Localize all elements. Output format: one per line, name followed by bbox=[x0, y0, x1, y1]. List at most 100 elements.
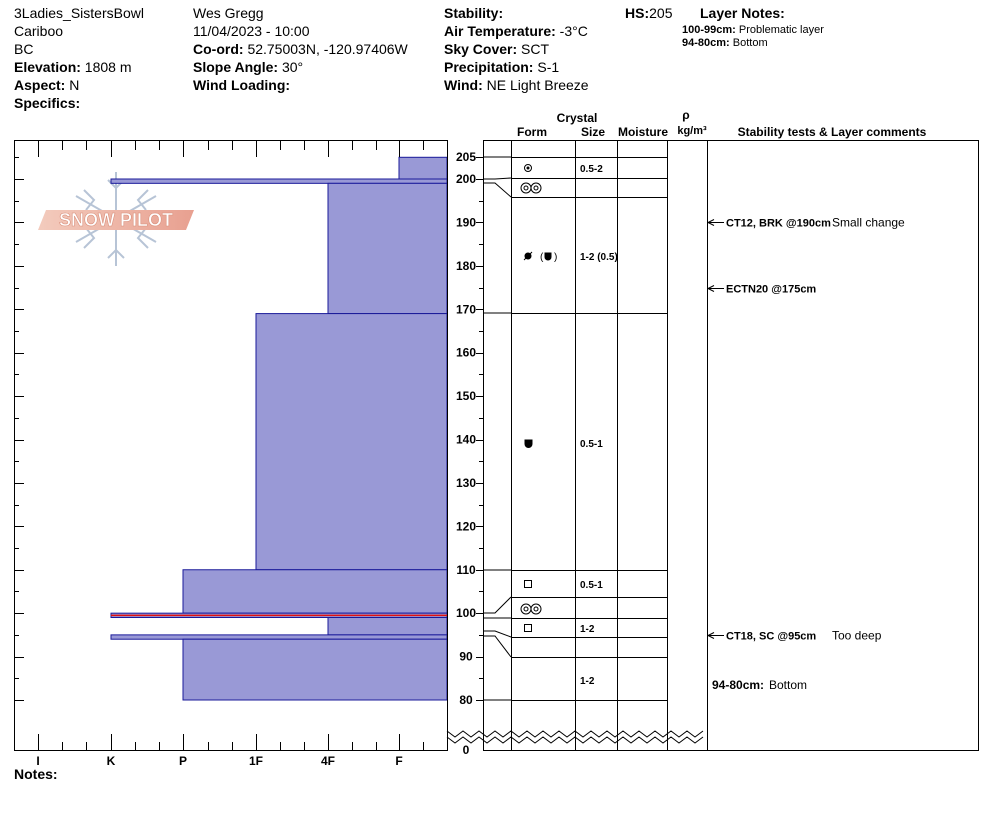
svg-text:(: ( bbox=[540, 252, 544, 263]
header-col1: 3Ladies_SistersBowl Cariboo BC Elevation… bbox=[14, 4, 144, 112]
specifics-label: Specifics: bbox=[14, 95, 81, 111]
bottom-note-range: 94-80cm: bbox=[712, 678, 764, 692]
hardness-ticks bbox=[14, 141, 424, 750]
sky-label: Sky Cover: bbox=[444, 41, 518, 57]
coord-row: Co-ord: 52.75003N, -120.97406W bbox=[193, 40, 408, 58]
air-temp-value: -3°C bbox=[559, 23, 588, 39]
depth-tick-label: 130 bbox=[456, 476, 476, 490]
wind-value: NE Light Breeze bbox=[486, 77, 589, 93]
test-label: ECTN20 @175cm bbox=[726, 284, 816, 296]
depth-tick-label: 180 bbox=[456, 259, 476, 273]
test-label: CT12, BRK @190cm bbox=[726, 218, 831, 230]
hardness-axis-label: 1F bbox=[249, 754, 263, 768]
coord-label: Co-ord: bbox=[193, 41, 244, 57]
wind-row: Wind: NE Light Breeze bbox=[444, 76, 589, 94]
location-name: 3Ladies_SistersBowl bbox=[14, 5, 144, 21]
hardness-layer-bar bbox=[327, 617, 448, 636]
wind-loading-row: Wind Loading: bbox=[193, 76, 408, 94]
depth-tick-label: 205 bbox=[456, 150, 476, 164]
hardness-layer-bar bbox=[327, 182, 448, 315]
depth-tick-label: 170 bbox=[456, 302, 476, 316]
hardness-layer-bar bbox=[255, 313, 448, 571]
stability-row: Stability: bbox=[444, 4, 589, 22]
hardness-layer-bar bbox=[398, 156, 448, 180]
logo-text: SNOW PILOT bbox=[59, 210, 173, 230]
precip-label: Precipitation: bbox=[444, 59, 534, 75]
layer-note-2-range: 94-80cm: bbox=[682, 37, 730, 49]
depth-tick-label: 160 bbox=[456, 346, 476, 360]
elevation-label: Elevation: bbox=[14, 59, 81, 75]
slope-label: Slope Angle: bbox=[193, 59, 279, 75]
crystal-form-symbols: () bbox=[520, 164, 557, 632]
wind-label: Wind: bbox=[444, 77, 483, 93]
hardness-axis-label: I bbox=[36, 754, 39, 768]
crystal-size: 0.5-1 bbox=[580, 580, 603, 591]
notes-row: Notes: bbox=[14, 765, 58, 783]
crystal-table-frame bbox=[483, 140, 979, 751]
precip-value: S-1 bbox=[537, 59, 560, 75]
size-header: Size bbox=[581, 125, 605, 139]
test-pointer-arrow bbox=[706, 285, 715, 292]
crystal-layer-connector bbox=[483, 630, 512, 638]
rho-header: ρ bbox=[682, 108, 689, 122]
layer-notes-title: Layer Notes: bbox=[700, 5, 785, 21]
aspect-row: Aspect: N bbox=[14, 76, 144, 94]
crystal-layer-connector bbox=[483, 177, 512, 180]
depth-tick-label: 150 bbox=[456, 389, 476, 403]
header-col3: Stability: Air Temperature: -3°C Sky Cov… bbox=[444, 4, 589, 94]
crystal-header: Crystal bbox=[557, 111, 598, 125]
air-temp-row: Air Temperature: -3°C bbox=[444, 22, 589, 40]
test-comment: Too deep bbox=[832, 629, 882, 643]
observation-datetime: 11/04/2023 - 10:00 bbox=[193, 23, 310, 39]
hs-row: HS:205 bbox=[625, 4, 672, 22]
slope-row: Slope Angle: 30° bbox=[193, 58, 408, 76]
crystal-layer-connector bbox=[483, 635, 512, 658]
stability-tests: CT12, BRK @190cm Small change ECTN20 @175c… bbox=[706, 216, 905, 643]
svg-text:): ) bbox=[554, 252, 557, 263]
sky-value: SCT bbox=[521, 41, 550, 57]
bottom-note: 94-80cm: Bottom bbox=[712, 678, 807, 692]
observer-name: Wes Gregg bbox=[193, 5, 264, 21]
hardness-axis-labels: I K P 1F 4F F bbox=[36, 754, 402, 768]
logo-banner bbox=[38, 210, 194, 230]
depth-tick-label: 80 bbox=[459, 693, 473, 707]
wind-loading-label: Wind Loading: bbox=[193, 77, 291, 93]
specifics-row: Specifics: bbox=[14, 94, 144, 112]
faceted-icon bbox=[524, 580, 532, 588]
depth-tick-label: 0 bbox=[463, 743, 470, 757]
crystal-sizes: 0.5-2 1-2 (0.5) 0.5-1 0.5-1 1-2 1-2 bbox=[580, 164, 618, 687]
depth-tick-label: 200 bbox=[456, 172, 476, 186]
depth-tick-label: 120 bbox=[456, 519, 476, 533]
depth-tick-label: 100 bbox=[456, 606, 476, 620]
crystal-size: 0.5-2 bbox=[580, 164, 603, 175]
hardness-layer-bar bbox=[110, 178, 448, 184]
melt-forms-icon bbox=[520, 182, 542, 194]
bottom-note-text: Bottom bbox=[769, 678, 807, 692]
faceted-icon bbox=[524, 624, 532, 632]
coord-value: 52.75003N, -120.97406W bbox=[247, 41, 408, 57]
depth-tick-label: 90 bbox=[459, 650, 473, 664]
precip-row: Precipitation: S-1 bbox=[444, 58, 589, 76]
elevation-value: 1808 m bbox=[84, 59, 132, 75]
crystal-table: Crystal Form Size Moisture ρ kg/m³ Stabi… bbox=[483, 108, 979, 751]
air-temp-label: Air Temperature: bbox=[444, 23, 556, 39]
hardness-layer-bar bbox=[182, 569, 448, 614]
hardness-layer-bar bbox=[110, 634, 448, 640]
layer-note-2-text: Bottom bbox=[732, 37, 768, 49]
crystal-size: 1-2 bbox=[580, 624, 595, 635]
test-label: CT18, SC @95cm bbox=[726, 631, 816, 643]
state-name: BC bbox=[14, 41, 34, 57]
layer-note-1-text: Problematic layer bbox=[738, 24, 824, 36]
snowpilot-logo: SNOW PILOT bbox=[38, 172, 194, 266]
crystal-layer-connector bbox=[483, 182, 512, 198]
crystal-size: 0.5-1 bbox=[580, 439, 603, 450]
form-header: Form bbox=[517, 125, 547, 139]
depth-break-zigzag bbox=[446, 730, 704, 744]
slope-value: 30° bbox=[281, 59, 304, 75]
decomposing-faceted-icon: () bbox=[523, 251, 557, 263]
layer-note-1: 100-99cm: Problematic layer bbox=[682, 24, 824, 37]
aspect-value: N bbox=[69, 77, 80, 93]
density-unit-header: kg/m³ bbox=[677, 125, 707, 137]
crystal-layer-connector bbox=[483, 596, 512, 614]
